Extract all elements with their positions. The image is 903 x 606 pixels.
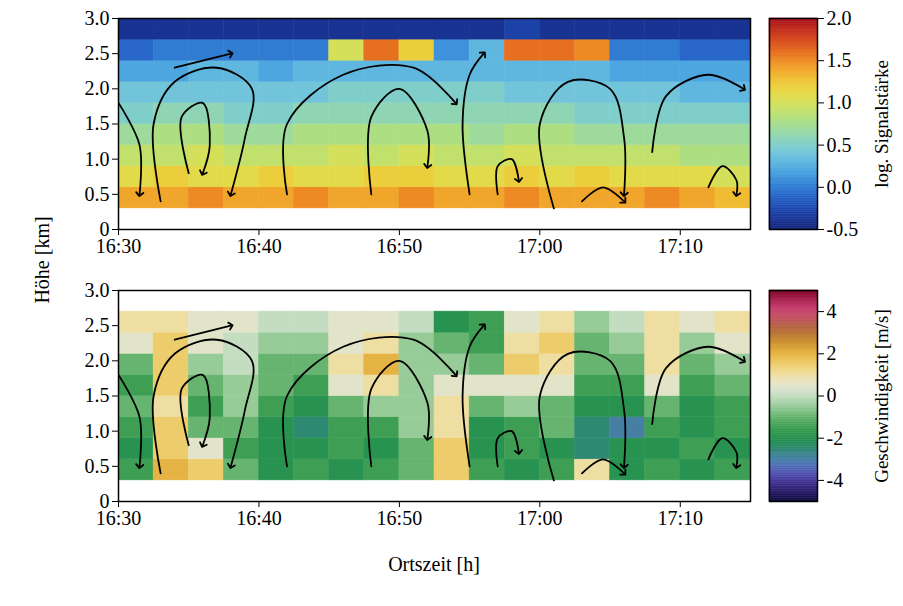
svg-text:1.0: 1.0 xyxy=(85,148,110,170)
html-text:Geschwindigkeit [m/s]: Geschwindigkeit [m/s] xyxy=(871,308,892,483)
svg-text:2.0: 2.0 xyxy=(85,77,110,99)
svg-text:16:50: 16:50 xyxy=(377,235,423,257)
svg-text:17:10: 17:10 xyxy=(657,235,703,257)
svg-text:17:10: 17:10 xyxy=(657,507,703,529)
svg-text:16:50: 16:50 xyxy=(377,507,423,529)
svg-text:1.5: 1.5 xyxy=(85,384,110,406)
svg-text:-2: -2 xyxy=(827,427,844,449)
svg-text:0: 0 xyxy=(99,217,110,240)
svg-text:2.5: 2.5 xyxy=(85,314,110,336)
svg-text:1.5: 1.5 xyxy=(827,49,852,71)
svg-text:3.0: 3.0 xyxy=(85,7,110,29)
html-text:Höhe [km]: Höhe [km] xyxy=(30,215,53,304)
svg-text:1.0: 1.0 xyxy=(827,91,852,113)
svg-text:4: 4 xyxy=(827,300,837,322)
html-text:Ortszeit [h]: Ortszeit [h] xyxy=(388,553,480,575)
svg-text:16:40: 16:40 xyxy=(236,507,282,529)
svg-text:0: 0 xyxy=(99,489,110,512)
svg-text:16:30: 16:30 xyxy=(96,235,142,257)
svg-text:-4: -4 xyxy=(827,469,844,491)
svg-text:2.5: 2.5 xyxy=(85,42,110,64)
svg-text:0.5: 0.5 xyxy=(85,183,110,205)
svg-text:0.5: 0.5 xyxy=(827,134,852,156)
svg-text:17:00: 17:00 xyxy=(517,235,563,257)
svg-text:1.5: 1.5 xyxy=(85,112,110,134)
svg-text:0.0: 0.0 xyxy=(827,176,852,198)
svg-text:1.0: 1.0 xyxy=(85,420,110,442)
svg-text:2: 2 xyxy=(827,342,837,364)
svg-text:2.0: 2.0 xyxy=(85,349,110,371)
svg-text:-0.5: -0.5 xyxy=(827,218,859,240)
svg-text:0.5: 0.5 xyxy=(85,455,110,477)
svg-text:17:00: 17:00 xyxy=(517,507,563,529)
html-text:log. Signalstärke: log. Signalstärke xyxy=(871,59,892,188)
svg-text:16:40: 16:40 xyxy=(236,235,282,257)
svg-text:16:30: 16:30 xyxy=(96,507,142,529)
svg-text:2.0: 2.0 xyxy=(827,7,852,29)
svg-text:3.0: 3.0 xyxy=(85,279,110,301)
svg-text:0: 0 xyxy=(827,384,837,406)
